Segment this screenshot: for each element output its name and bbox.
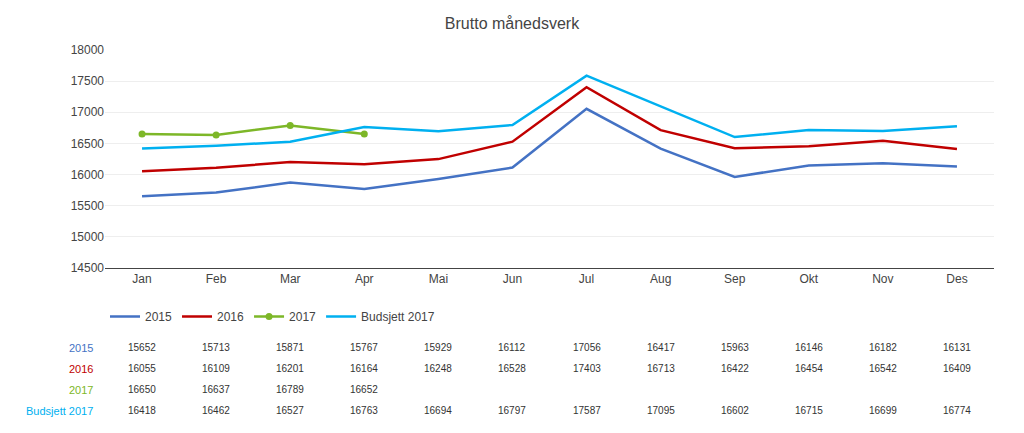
svg-text:Sep: Sep bbox=[724, 272, 746, 286]
svg-text:16182: 16182 bbox=[869, 342, 897, 353]
svg-text:14500: 14500 bbox=[71, 261, 105, 275]
svg-text:Budsjett 2017: Budsjett 2017 bbox=[361, 310, 435, 324]
svg-text:16462: 16462 bbox=[202, 405, 230, 416]
svg-text:16422: 16422 bbox=[721, 363, 749, 374]
svg-text:Feb: Feb bbox=[206, 272, 227, 286]
svg-text:Mai: Mai bbox=[429, 272, 448, 286]
svg-text:Nov: Nov bbox=[872, 272, 893, 286]
svg-text:16248: 16248 bbox=[424, 363, 452, 374]
svg-text:2015: 2015 bbox=[69, 342, 93, 354]
svg-text:15767: 15767 bbox=[350, 342, 378, 353]
svg-text:16602: 16602 bbox=[721, 405, 749, 416]
svg-text:15500: 15500 bbox=[71, 199, 105, 213]
svg-text:17056: 17056 bbox=[573, 342, 601, 353]
svg-text:16652: 16652 bbox=[350, 384, 378, 395]
svg-text:15000: 15000 bbox=[71, 230, 105, 244]
svg-text:2016: 2016 bbox=[69, 363, 93, 375]
svg-text:16637: 16637 bbox=[202, 384, 230, 395]
svg-text:2017: 2017 bbox=[69, 384, 93, 396]
svg-text:Brutto månedsverk: Brutto månedsverk bbox=[445, 15, 580, 32]
svg-text:16528: 16528 bbox=[498, 363, 526, 374]
svg-text:15929: 15929 bbox=[424, 342, 452, 353]
svg-text:16500: 16500 bbox=[71, 137, 105, 151]
svg-text:16055: 16055 bbox=[128, 363, 156, 374]
svg-text:16417: 16417 bbox=[647, 342, 675, 353]
svg-text:2017: 2017 bbox=[289, 310, 316, 324]
svg-text:16694: 16694 bbox=[424, 405, 452, 416]
svg-text:Jul: Jul bbox=[579, 272, 594, 286]
svg-text:16000: 16000 bbox=[71, 168, 105, 182]
svg-text:16131: 16131 bbox=[943, 342, 971, 353]
svg-text:16797: 16797 bbox=[498, 405, 526, 416]
svg-text:16146: 16146 bbox=[795, 342, 823, 353]
svg-text:16650: 16650 bbox=[128, 384, 156, 395]
svg-text:17500: 17500 bbox=[71, 74, 105, 88]
svg-text:Okt: Okt bbox=[799, 272, 818, 286]
svg-text:15963: 15963 bbox=[721, 342, 749, 353]
svg-text:Apr: Apr bbox=[355, 272, 374, 286]
svg-text:16715: 16715 bbox=[795, 405, 823, 416]
svg-text:16109: 16109 bbox=[202, 363, 230, 374]
svg-text:15652: 15652 bbox=[128, 342, 156, 353]
svg-text:16201: 16201 bbox=[276, 363, 304, 374]
svg-text:2015: 2015 bbox=[145, 310, 172, 324]
svg-text:16418: 16418 bbox=[128, 405, 156, 416]
svg-text:16454: 16454 bbox=[795, 363, 823, 374]
svg-text:Budsjett 2017: Budsjett 2017 bbox=[26, 405, 93, 417]
svg-text:17000: 17000 bbox=[71, 105, 105, 119]
svg-text:Jan: Jan bbox=[132, 272, 151, 286]
svg-text:17403: 17403 bbox=[573, 363, 601, 374]
svg-text:16774: 16774 bbox=[943, 405, 971, 416]
svg-text:16527: 16527 bbox=[276, 405, 304, 416]
svg-text:16164: 16164 bbox=[350, 363, 378, 374]
svg-text:16542: 16542 bbox=[869, 363, 897, 374]
svg-text:Jun: Jun bbox=[503, 272, 522, 286]
svg-text:2016: 2016 bbox=[217, 310, 244, 324]
svg-text:16789: 16789 bbox=[276, 384, 304, 395]
svg-text:16713: 16713 bbox=[647, 363, 675, 374]
svg-text:Mar: Mar bbox=[280, 272, 301, 286]
svg-text:16112: 16112 bbox=[498, 342, 526, 353]
svg-text:16699: 16699 bbox=[869, 405, 897, 416]
svg-text:16409: 16409 bbox=[943, 363, 971, 374]
svg-text:Aug: Aug bbox=[650, 272, 671, 286]
svg-text:16763: 16763 bbox=[350, 405, 378, 416]
svg-text:15713: 15713 bbox=[202, 342, 230, 353]
svg-text:17587: 17587 bbox=[573, 405, 601, 416]
svg-text:Des: Des bbox=[946, 272, 967, 286]
svg-text:18000: 18000 bbox=[71, 43, 105, 57]
svg-text:15871: 15871 bbox=[276, 342, 304, 353]
svg-text:17095: 17095 bbox=[647, 405, 675, 416]
